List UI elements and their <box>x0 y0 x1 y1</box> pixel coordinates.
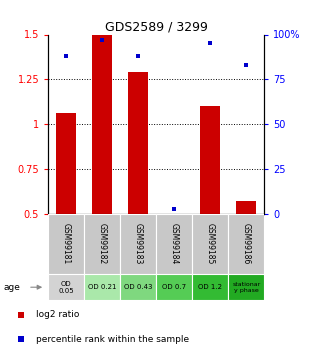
Point <box>172 206 177 211</box>
Text: age: age <box>3 283 20 292</box>
Bar <box>56 114 76 214</box>
Bar <box>156 274 192 300</box>
Point <box>136 53 141 59</box>
Point <box>244 62 249 68</box>
Bar <box>120 214 156 274</box>
Bar <box>92 34 112 214</box>
Point <box>259 18 264 23</box>
Text: GSM99181: GSM99181 <box>62 224 71 265</box>
Text: stationar
y phase: stationar y phase <box>232 282 261 293</box>
Point <box>259 242 264 247</box>
Bar <box>84 214 120 274</box>
Text: percentile rank within the sample: percentile rank within the sample <box>36 335 189 344</box>
Point <box>208 41 213 46</box>
Point <box>64 53 69 59</box>
Text: OD
0.05: OD 0.05 <box>58 281 74 294</box>
Bar <box>128 72 148 214</box>
Bar <box>236 201 256 214</box>
Text: OD 0.43: OD 0.43 <box>124 284 152 290</box>
Text: log2 ratio: log2 ratio <box>36 310 79 319</box>
Text: GSM99186: GSM99186 <box>242 224 251 265</box>
Bar <box>84 274 120 300</box>
Point <box>100 37 105 43</box>
Title: GDS2589 / 3299: GDS2589 / 3299 <box>105 20 208 33</box>
Bar <box>192 214 228 274</box>
Text: OD 1.2: OD 1.2 <box>198 284 222 290</box>
Bar <box>192 274 228 300</box>
Text: GSM99182: GSM99182 <box>98 224 107 265</box>
Bar <box>200 106 220 214</box>
Text: OD 0.7: OD 0.7 <box>162 284 186 290</box>
Text: GSM99183: GSM99183 <box>134 224 143 265</box>
Bar <box>120 274 156 300</box>
Text: GSM99185: GSM99185 <box>206 224 215 265</box>
Text: GSM99184: GSM99184 <box>170 224 179 265</box>
Bar <box>228 274 264 300</box>
Bar <box>48 214 84 274</box>
Bar <box>228 214 264 274</box>
Text: OD 0.21: OD 0.21 <box>88 284 117 290</box>
Bar <box>156 214 192 274</box>
Bar <box>48 274 84 300</box>
